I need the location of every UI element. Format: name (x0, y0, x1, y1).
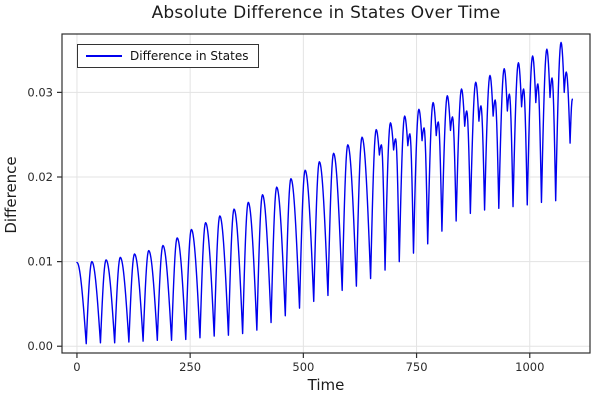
y-tick-label: 0.02 (27, 170, 53, 184)
x-tick-label: 1000 (515, 360, 544, 374)
x-axis-label: Time (307, 376, 345, 394)
x-tick-label: 750 (406, 360, 428, 374)
series-line-difference-in-states (76, 41, 574, 345)
chart-title: Absolute Difference in States Over Time (151, 3, 501, 23)
x-tick-label: 500 (292, 360, 314, 374)
y-axis-label: Difference (2, 156, 20, 234)
axis-frame (61, 33, 591, 354)
y-tick-label: 0.03 (27, 85, 53, 99)
legend: Difference in States (77, 44, 260, 68)
legend-label: Difference in States (130, 49, 249, 63)
y-tick-label: 0.01 (27, 255, 53, 269)
x-tick-label: 250 (179, 360, 201, 374)
legend-line-sample (86, 55, 122, 57)
y-tick-label: 0.00 (27, 339, 53, 353)
x-tick-label: 0 (73, 360, 80, 374)
